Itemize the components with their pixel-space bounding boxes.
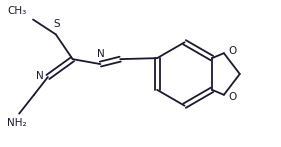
- Text: N: N: [36, 71, 44, 81]
- Text: S: S: [53, 19, 60, 29]
- Text: O: O: [228, 92, 236, 102]
- Text: CH₃: CH₃: [8, 6, 27, 16]
- Text: NH₂: NH₂: [7, 118, 27, 128]
- Text: N: N: [98, 49, 105, 59]
- Text: O: O: [228, 46, 236, 56]
